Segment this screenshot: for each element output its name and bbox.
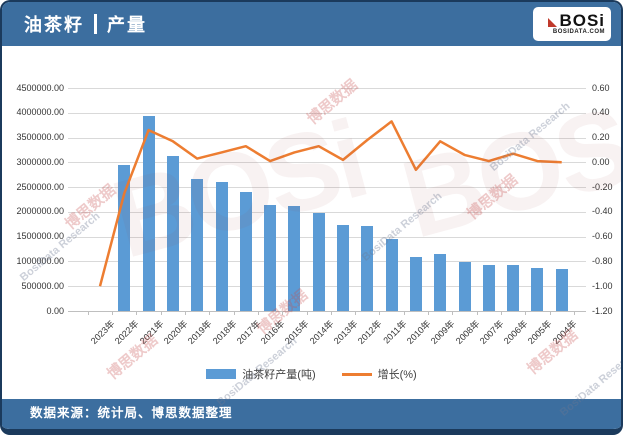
left-axis-tick-label: 4000000.00: [16, 107, 64, 118]
title-main: 油茶籽: [24, 15, 84, 35]
gridline: [68, 211, 586, 213]
growth-line-layer: [98, 120, 562, 287]
data-source-text: 数据来源：统计局、博思数据整理: [30, 406, 233, 420]
x-axis-tick: [282, 312, 284, 315]
right-axis-tick-label: -0.20: [592, 181, 613, 192]
gridline: [68, 286, 586, 288]
logo-triangle-icon: [548, 17, 558, 27]
bar-2014年: [312, 213, 325, 311]
gridline: [68, 187, 586, 189]
bar-2016年: [264, 204, 277, 311]
left-axis-tick-label: 0.00: [46, 305, 64, 316]
bar-2005年: [531, 268, 544, 311]
bar-2019年: [191, 178, 204, 311]
x-axis-tick: [112, 312, 114, 315]
bar-2013年: [337, 224, 349, 311]
left-axis-tick-label: 3500000.00: [16, 132, 64, 143]
plot-region: 4500000.00 0.60 4000000.00 0.40 3500000.00 0.…: [2, 46, 621, 399]
x-axis-tick: [233, 312, 235, 315]
gridline: [68, 162, 586, 164]
left-axis-tick-label: 2000000.00: [16, 206, 64, 217]
x-axis-tick: [379, 312, 381, 315]
right-axis-tick-label: -0.40: [592, 206, 613, 217]
bar-2006年: [507, 265, 520, 311]
bar-2007年: [482, 264, 495, 311]
x-axis-tick: [257, 312, 259, 315]
gridline: [68, 137, 586, 139]
bar-2020年: [166, 156, 179, 311]
legend-bar-swatch: [206, 369, 237, 379]
title-separator: [94, 14, 97, 34]
right-axis-tick-label: 0.00: [592, 156, 610, 167]
x-axis-tick: [136, 312, 138, 315]
bosi-logo: BOSi BOSIDATA.COM: [533, 7, 611, 41]
logo-text: BOSi: [559, 10, 605, 30]
bosi-logo-main: BOSi: [548, 10, 605, 30]
x-axis-tick: [525, 312, 527, 315]
legend-line-label: 增长(%): [377, 369, 417, 381]
left-axis-tick-label: 2500000.00: [16, 181, 64, 192]
gridline: [68, 311, 586, 312]
right-axis-tick-label: 0.60: [592, 82, 610, 93]
x-axis-tick: [403, 312, 405, 315]
left-axis-tick-label: 1000000.00: [16, 255, 64, 266]
header-bar: 油茶籽 产量 BOSi BOSIDATA.COM: [2, 2, 621, 46]
x-axis-tick: [549, 312, 551, 315]
page-title: 油茶籽 产量: [24, 11, 147, 37]
legend: 油茶籽产量(吨) 增长(%): [2, 366, 621, 382]
left-axis-tick-label: 500000.00: [21, 280, 64, 291]
bar-2012年: [361, 226, 374, 311]
bar-2015年: [288, 205, 301, 311]
bar-2021年: [142, 116, 155, 311]
bar-2009年: [434, 253, 447, 311]
right-axis-tick-label: -0.60: [592, 231, 613, 242]
bar-2010年: [409, 256, 422, 311]
chart-area: 4500000.00 0.60 4000000.00 0.40 3500000.00 0.…: [2, 46, 621, 419]
x-axis-tick: [330, 312, 332, 315]
x-axis-tick: [500, 312, 502, 315]
left-axis-tick-label: 4500000.00: [16, 82, 64, 93]
x-axis-tick: [476, 312, 478, 315]
bar-2018年: [215, 182, 228, 311]
left-axis-tick-label: 3000000.00: [16, 156, 64, 167]
x-axis-tick: [185, 312, 187, 315]
left-axis-tick-label: 1500000.00: [16, 231, 64, 242]
bar-2017年: [239, 191, 252, 311]
footer-bar: 数据来源：统计局、博思数据整理: [2, 399, 621, 429]
bar-2008年: [458, 261, 471, 311]
logo-caption: BOSIDATA.COM: [552, 28, 605, 35]
legend-item-production: 油茶籽产量(吨): [206, 366, 316, 382]
right-axis-tick-label: 0.20: [592, 132, 610, 143]
legend-item-growth: 增长(%): [341, 366, 417, 382]
x-axis-tick: [87, 312, 89, 315]
gridline: [68, 88, 586, 89]
right-axis-tick-label: -1.00: [592, 280, 613, 291]
x-axis-tick: [209, 312, 211, 315]
right-axis-tick-label: -0.80: [592, 255, 613, 266]
x-axis-tick: [573, 312, 575, 315]
legend-line-swatch: [341, 372, 372, 376]
x-axis-tick: [160, 312, 162, 315]
x-axis-tick: [306, 312, 308, 315]
growth-line: [98, 120, 562, 287]
right-axis-tick-label: -1.20: [592, 305, 613, 316]
gridline: [68, 112, 586, 114]
bar-2004年: [555, 268, 568, 311]
legend-bar-label: 油茶籽产量(吨): [242, 369, 316, 381]
gridline: [68, 236, 586, 238]
x-axis-tick: [355, 312, 357, 315]
gridline: [68, 261, 586, 263]
title-sub: 产量: [107, 15, 147, 35]
right-axis-tick-label: 0.40: [592, 107, 610, 118]
x-axis-tick: [428, 312, 430, 315]
bar-2011年: [385, 239, 398, 311]
x-axis-tick: [452, 312, 454, 315]
